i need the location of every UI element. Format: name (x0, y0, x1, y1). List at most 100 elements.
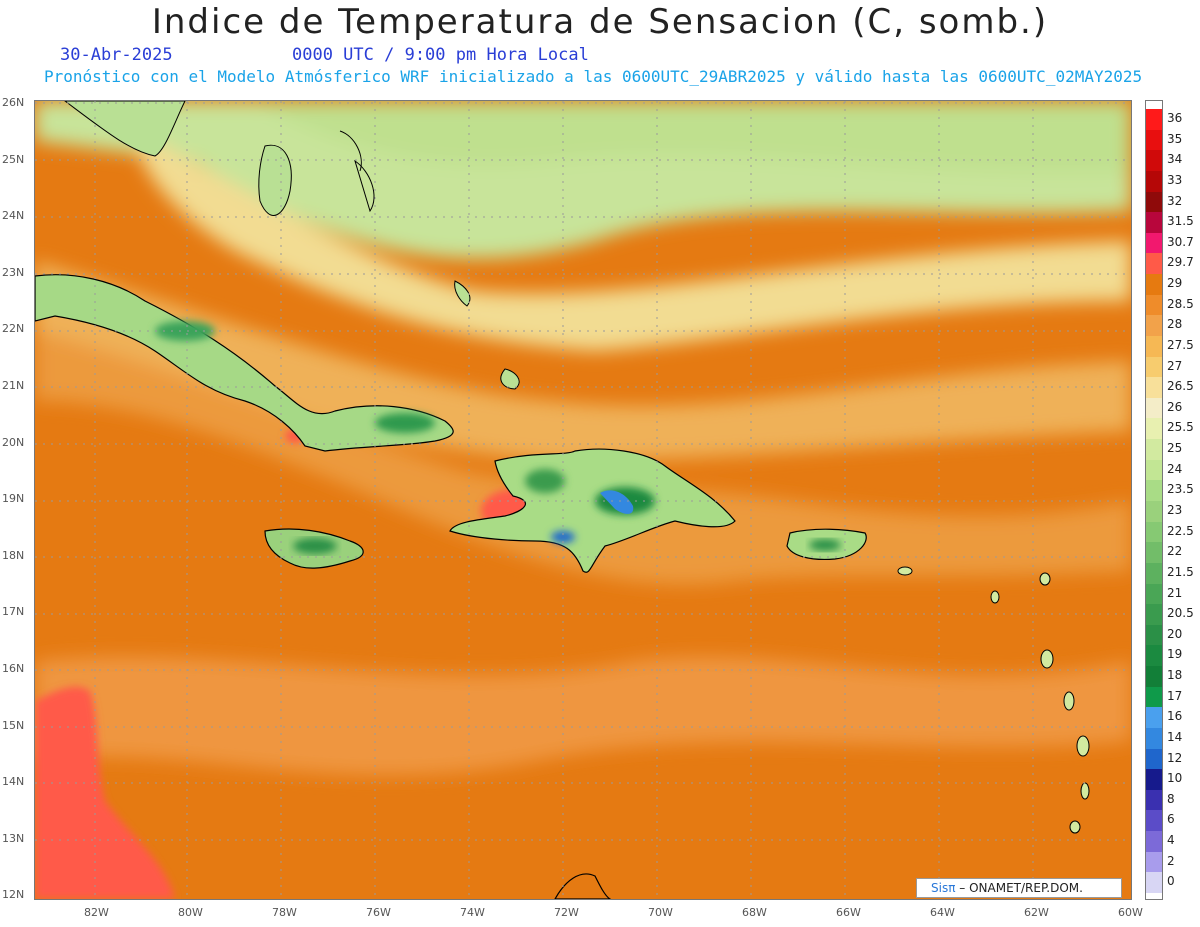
legend-swatch (1146, 191, 1162, 213)
legend-value: 6 (1167, 812, 1175, 827)
legend-value: 4 (1167, 833, 1175, 848)
legend-value: 27 (1167, 358, 1183, 373)
legend-value: 35 (1167, 131, 1183, 146)
forecast-info: Pronóstico con el Modelo Atmósferico WRF… (44, 67, 1143, 86)
lon-label: 80W (178, 906, 203, 919)
legend-value: 30.7 (1167, 234, 1194, 249)
legend-swatch (1146, 150, 1162, 172)
legend-value: 29 (1167, 276, 1183, 291)
lon-label: 74W (460, 906, 485, 919)
legend-value: 2 (1167, 853, 1175, 868)
time-label: 0000 UTC / 9:00 pm Hora Local (292, 45, 589, 65)
legend-value: 21.5 (1167, 564, 1194, 579)
legend-swatch (1146, 810, 1162, 832)
legend-swatch (1146, 583, 1162, 605)
legend-value: 0 (1167, 874, 1175, 889)
lesser-antilles (897, 566, 1090, 834)
legend-value: 26.5 (1167, 379, 1194, 394)
legend-value: 24 (1167, 461, 1183, 476)
lat-label: 20N (2, 435, 25, 449)
legend-swatch (1146, 666, 1162, 688)
legend-swatch (1146, 253, 1162, 275)
legend-value: 19 (1167, 647, 1183, 662)
lat-label: 14N (2, 775, 25, 789)
cuba-island (34, 274, 454, 452)
legend-value: 28 (1167, 317, 1183, 332)
map-canvas (34, 100, 1131, 900)
lat-label: 12N (2, 888, 25, 902)
legend-value: 31.5 (1167, 214, 1194, 229)
legend-swatch (1146, 170, 1162, 193)
legend-value: 10 (1167, 771, 1183, 786)
lon-label: 66W (836, 906, 861, 919)
lat-label: 24N (2, 209, 25, 223)
legend-swatch (1146, 542, 1162, 564)
credit-brand: Sisπ (931, 881, 956, 895)
legend-value: 17 (1167, 688, 1183, 703)
legend-value: 22 (1167, 544, 1183, 559)
legend-swatch (1146, 789, 1162, 811)
legend-value: 32 (1167, 193, 1183, 208)
color-legend-bar (1145, 100, 1163, 900)
legend-swatch (1146, 562, 1162, 585)
legend-value: 21 (1167, 585, 1183, 600)
legend-swatch (1146, 707, 1162, 729)
legend-value: 25.5 (1167, 420, 1194, 435)
map-title: Indice de Temperatura de Sensacion (C, s… (151, 2, 1049, 42)
legend-value: 36 (1167, 111, 1183, 125)
legend-swatch (1146, 109, 1162, 131)
legend-swatch (1146, 274, 1162, 296)
legend-value: 8 (1167, 791, 1175, 806)
legend-value: 20.5 (1167, 606, 1194, 621)
legend-value: 26 (1167, 399, 1183, 414)
legend-value: 14 (1167, 729, 1183, 744)
legend-swatch (1146, 439, 1162, 461)
legend-swatch (1146, 129, 1162, 151)
legend-value: 12 (1167, 750, 1183, 765)
legend-swatch (1146, 831, 1162, 853)
date-label: 30-Abr-2025 (60, 45, 173, 65)
lat-label: 16N (2, 662, 25, 675)
legend-value: 23.5 (1167, 482, 1194, 497)
lat-label: 13N (2, 831, 25, 845)
lon-label: 72W (554, 906, 579, 919)
lat-label: 23N (2, 265, 25, 279)
legend-value: 33 (1167, 172, 1183, 187)
heat-index-map (34, 100, 1132, 900)
legend-value: 29.7 (1167, 255, 1194, 270)
legend-value: 18 (1167, 668, 1183, 683)
legend-value: 34 (1167, 152, 1183, 167)
legend-swatch (1146, 872, 1162, 894)
credit-box: Sisπ – ONAMET/REP.DOM. (916, 878, 1122, 898)
lat-label: 21N (2, 379, 25, 392)
florida-bahamas (63, 100, 520, 390)
hispaniola-island (449, 448, 736, 573)
legend-swatch (1146, 727, 1162, 750)
lat-label: 26N (2, 96, 25, 109)
legend-swatch (1146, 356, 1162, 378)
legend-swatch (1146, 686, 1162, 708)
lon-label: 82W (84, 906, 109, 919)
legend-swatch (1146, 480, 1162, 502)
legend-swatch (1146, 748, 1162, 770)
lon-label: 76W (366, 906, 391, 919)
lat-lon-grid (35, 101, 1131, 899)
legend-swatch (1146, 501, 1162, 523)
legend-swatch (1146, 335, 1162, 358)
legend-swatch (1146, 769, 1162, 791)
legend-swatch (1146, 418, 1162, 440)
lon-label: 60W (1118, 906, 1143, 919)
south-america-coast (553, 873, 613, 900)
legend-swatch (1146, 459, 1162, 481)
lon-label: 68W (742, 906, 767, 919)
legend-value: 23 (1167, 503, 1183, 517)
credit-text: – ONAMET/REP.DOM. (959, 881, 1083, 895)
legend-swatch (1146, 397, 1162, 419)
legend-swatch (1146, 624, 1162, 646)
lat-label: 15N (2, 718, 25, 732)
legend-swatch (1146, 294, 1162, 316)
legend-swatch (1146, 232, 1162, 254)
legend-swatch (1146, 377, 1162, 399)
lon-label: 70W (648, 906, 673, 919)
legend-swatch (1146, 645, 1162, 667)
